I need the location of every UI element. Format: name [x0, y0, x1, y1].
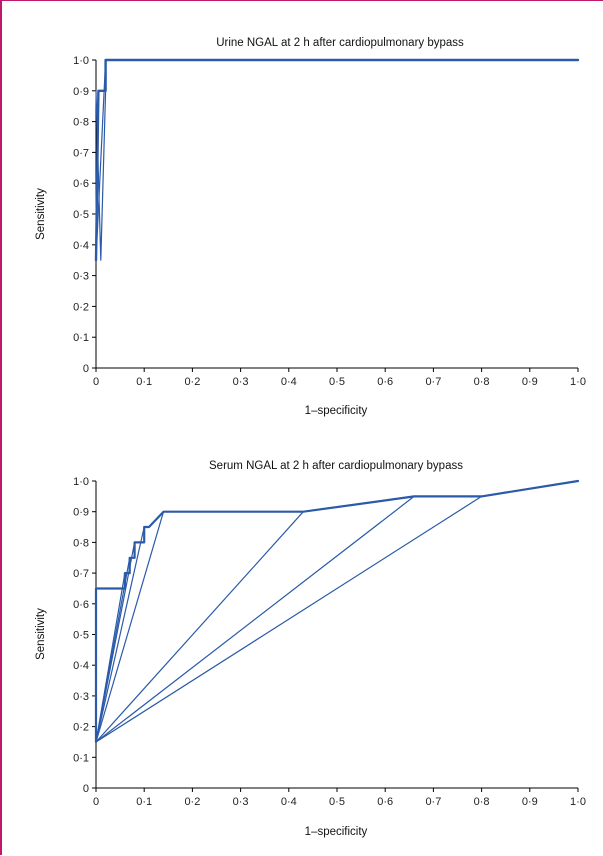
x-tick-label: 0·5: [329, 376, 345, 388]
x-tick-label: 0: [93, 796, 99, 808]
roc-curve-line-3: [95, 59, 107, 261]
roc-curve-line-4: [95, 541, 136, 743]
y-tick-label: 0: [83, 783, 89, 795]
roc-curve-line-7: [95, 511, 304, 743]
axes: 0 0·1 0·2 0·3 0·4 0·5 0·6 0·7 0·8 0·9 1·0 0 0·1 0·2 0·…: [73, 476, 586, 808]
roc-curve-line-1: [94, 479, 580, 744]
chart-title: Urine NGAL at 2 h after cardiopulmonary …: [216, 37, 464, 49]
x-tick-label: 0: [93, 376, 99, 388]
y-tick-label: 0·1: [73, 332, 89, 344]
x-tick-label: 0·2: [184, 796, 200, 808]
y-tick-label: 0·1: [73, 752, 89, 764]
y-axis-label: Sensitivity: [35, 608, 47, 660]
y-tick-label: 0·6: [73, 599, 89, 611]
x-tick-label: 0·7: [425, 796, 441, 808]
y-tick-label: 1·0: [73, 55, 89, 67]
x-tick-label: 0·6: [377, 376, 393, 388]
y-tick-label: 0·5: [73, 209, 89, 221]
y-tick-label: 0·2: [73, 301, 89, 313]
roc-curve-line-8: [95, 495, 415, 743]
y-tick-label: 0·2: [73, 722, 89, 734]
y-tick-label: 0·8: [73, 537, 89, 549]
x-axis-label: 1–specificity: [305, 826, 368, 838]
y-tick-label: 0·3: [73, 271, 89, 283]
chart-title: Serum NGAL at 2 h after cardiopulmonary …: [209, 460, 463, 472]
y-tick-label: 0·7: [73, 568, 89, 580]
roc-curve-line-5: [95, 526, 145, 743]
y-tick-label: 0: [83, 363, 89, 375]
x-tick-label: 0·9: [522, 376, 538, 388]
x-tick-label: 1·0: [570, 796, 586, 808]
y-tick-label: 0·5: [73, 630, 89, 642]
roc-curve-line-2: [95, 59, 107, 261]
x-tick-label: 0·8: [474, 376, 490, 388]
axes: 0 0·1 0·2 0·3 0·4 0·5 0·6 0·7 0·8 0·9 1·0 0 0·1 0·2 0·…: [73, 55, 586, 388]
x-tick-label: 0·5: [329, 796, 345, 808]
y-tick-label: 0·9: [73, 86, 89, 98]
x-tick-label: 0·4: [281, 796, 297, 808]
chart-serum-ngal: Serum NGAL at 2 h after cardiopulmonary …: [35, 460, 586, 838]
x-tick-label: 0·1: [136, 376, 152, 388]
x-tick-label: 0·1: [136, 796, 152, 808]
x-tick-label: 0·9: [522, 796, 538, 808]
y-tick-label: 0·6: [73, 178, 89, 190]
x-tick-label: 0·7: [425, 376, 441, 388]
roc-curve-line-9: [95, 495, 483, 743]
y-tick-label: 0·9: [73, 507, 89, 519]
y-tick-label: 0·7: [73, 147, 89, 159]
x-axis-label: 1–specificity: [305, 405, 368, 417]
y-tick-label: 0·3: [73, 691, 89, 703]
x-tick-label: 0·2: [184, 376, 200, 388]
x-tick-label: 0·6: [377, 796, 393, 808]
y-tick-label: 0·8: [73, 117, 89, 129]
y-tick-label: 0·4: [73, 660, 89, 672]
y-tick-label: 0·4: [73, 240, 89, 252]
x-tick-label: 0·4: [281, 376, 297, 388]
chart-urine-ngal: Urine NGAL at 2 h after cardiopulmonary …: [35, 37, 586, 417]
series-group: [94, 479, 580, 744]
roc-curve-line-6: [95, 511, 165, 743]
x-tick-label: 0·3: [233, 796, 249, 808]
x-tick-label: 0·8: [474, 796, 490, 808]
y-axis-label: Sensitivity: [35, 188, 47, 240]
x-tick-label: 0·3: [233, 376, 249, 388]
series-group: [94, 58, 580, 262]
roc-curve-line-1: [94, 58, 580, 262]
y-tick-label: 1·0: [73, 476, 89, 488]
x-tick-label: 1·0: [570, 376, 586, 388]
